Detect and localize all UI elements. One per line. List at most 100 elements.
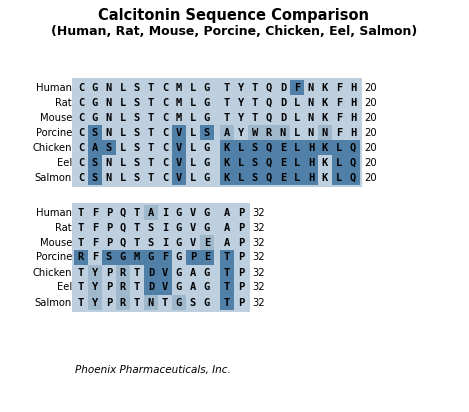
Text: Q: Q [350, 173, 356, 183]
Text: G: G [204, 267, 210, 278]
Text: G: G [120, 253, 126, 262]
Bar [88, 155, 102, 170]
Bar [172, 125, 186, 140]
Text: G: G [176, 267, 182, 278]
Text: G: G [148, 253, 154, 262]
Text: L: L [238, 173, 244, 183]
Bar [248, 170, 262, 185]
Text: L: L [294, 127, 300, 138]
Text: P: P [238, 222, 244, 232]
Bar [158, 265, 172, 280]
Text: V: V [176, 143, 182, 152]
Text: Q: Q [120, 237, 126, 248]
Bar [88, 170, 102, 185]
Text: C: C [78, 127, 84, 138]
Text: G: G [176, 208, 182, 218]
Text: S: S [92, 127, 98, 138]
Text: A: A [92, 143, 98, 152]
Text: Salmon: Salmon [35, 297, 72, 307]
Bar [220, 125, 234, 140]
Text: P: P [106, 297, 112, 307]
Text: I: I [162, 222, 168, 232]
Text: L: L [190, 127, 196, 138]
Text: L: L [294, 157, 300, 168]
Text: C: C [78, 157, 84, 168]
Text: 32: 32 [252, 208, 265, 218]
Text: Chicken: Chicken [32, 143, 72, 152]
Text: M: M [134, 253, 140, 262]
Bar [220, 265, 234, 280]
Text: L: L [294, 143, 300, 152]
Text: S: S [204, 127, 210, 138]
Text: F: F [336, 127, 342, 138]
Bar [116, 295, 130, 310]
Text: T: T [134, 222, 140, 232]
Text: F: F [294, 82, 300, 93]
Text: F: F [336, 82, 342, 93]
Text: F: F [162, 253, 168, 262]
Text: I: I [162, 208, 168, 218]
Text: D: D [280, 82, 286, 93]
Text: H: H [308, 173, 314, 183]
Text: A: A [224, 237, 230, 248]
Text: P: P [238, 208, 244, 218]
Text: F: F [92, 253, 98, 262]
Bar [102, 140, 116, 155]
Bar [318, 140, 332, 155]
Text: H: H [350, 127, 356, 138]
Text: T: T [78, 297, 84, 307]
Text: T: T [224, 98, 230, 108]
Text: P: P [238, 253, 244, 262]
Bar [144, 280, 158, 295]
Text: K: K [322, 82, 328, 93]
Text: H: H [308, 157, 314, 168]
Text: Eel: Eel [57, 283, 72, 293]
Text: R: R [120, 297, 126, 307]
Text: P: P [106, 222, 112, 232]
Text: C: C [162, 82, 168, 93]
Text: V: V [190, 237, 196, 248]
Text: M: M [176, 82, 182, 93]
Text: D: D [148, 283, 154, 293]
Bar [144, 265, 158, 280]
Bar [318, 125, 332, 140]
Bar [130, 250, 144, 265]
Text: E: E [280, 143, 286, 152]
Text: W: W [252, 127, 258, 138]
Bar [186, 250, 200, 265]
Bar [290, 155, 304, 170]
Bar [290, 80, 304, 95]
Text: A: A [224, 127, 230, 138]
Bar [220, 250, 234, 265]
Text: 20: 20 [364, 112, 377, 122]
Text: T: T [148, 143, 154, 152]
Text: N: N [308, 98, 314, 108]
Text: V: V [190, 208, 196, 218]
Text: T: T [252, 82, 258, 93]
Text: Y: Y [92, 283, 98, 293]
Text: T: T [148, 173, 154, 183]
Text: L: L [294, 112, 300, 122]
Bar [172, 155, 186, 170]
Text: K: K [322, 112, 328, 122]
Text: S: S [134, 127, 140, 138]
Text: S: S [190, 297, 196, 307]
Text: Eel: Eel [57, 157, 72, 168]
Text: Human: Human [36, 82, 72, 93]
Text: E: E [280, 157, 286, 168]
Text: F: F [92, 222, 98, 232]
Text: M: M [176, 112, 182, 122]
Bar [220, 280, 234, 295]
Bar [276, 170, 290, 185]
Text: T: T [224, 82, 230, 93]
Bar [276, 140, 290, 155]
Text: T: T [134, 297, 140, 307]
Bar [290, 170, 304, 185]
Text: L: L [120, 112, 126, 122]
Text: G: G [204, 297, 210, 307]
Text: L: L [120, 173, 126, 183]
Text: C: C [162, 143, 168, 152]
Text: E: E [280, 173, 286, 183]
Bar [144, 205, 158, 220]
Text: Rat: Rat [55, 98, 72, 108]
